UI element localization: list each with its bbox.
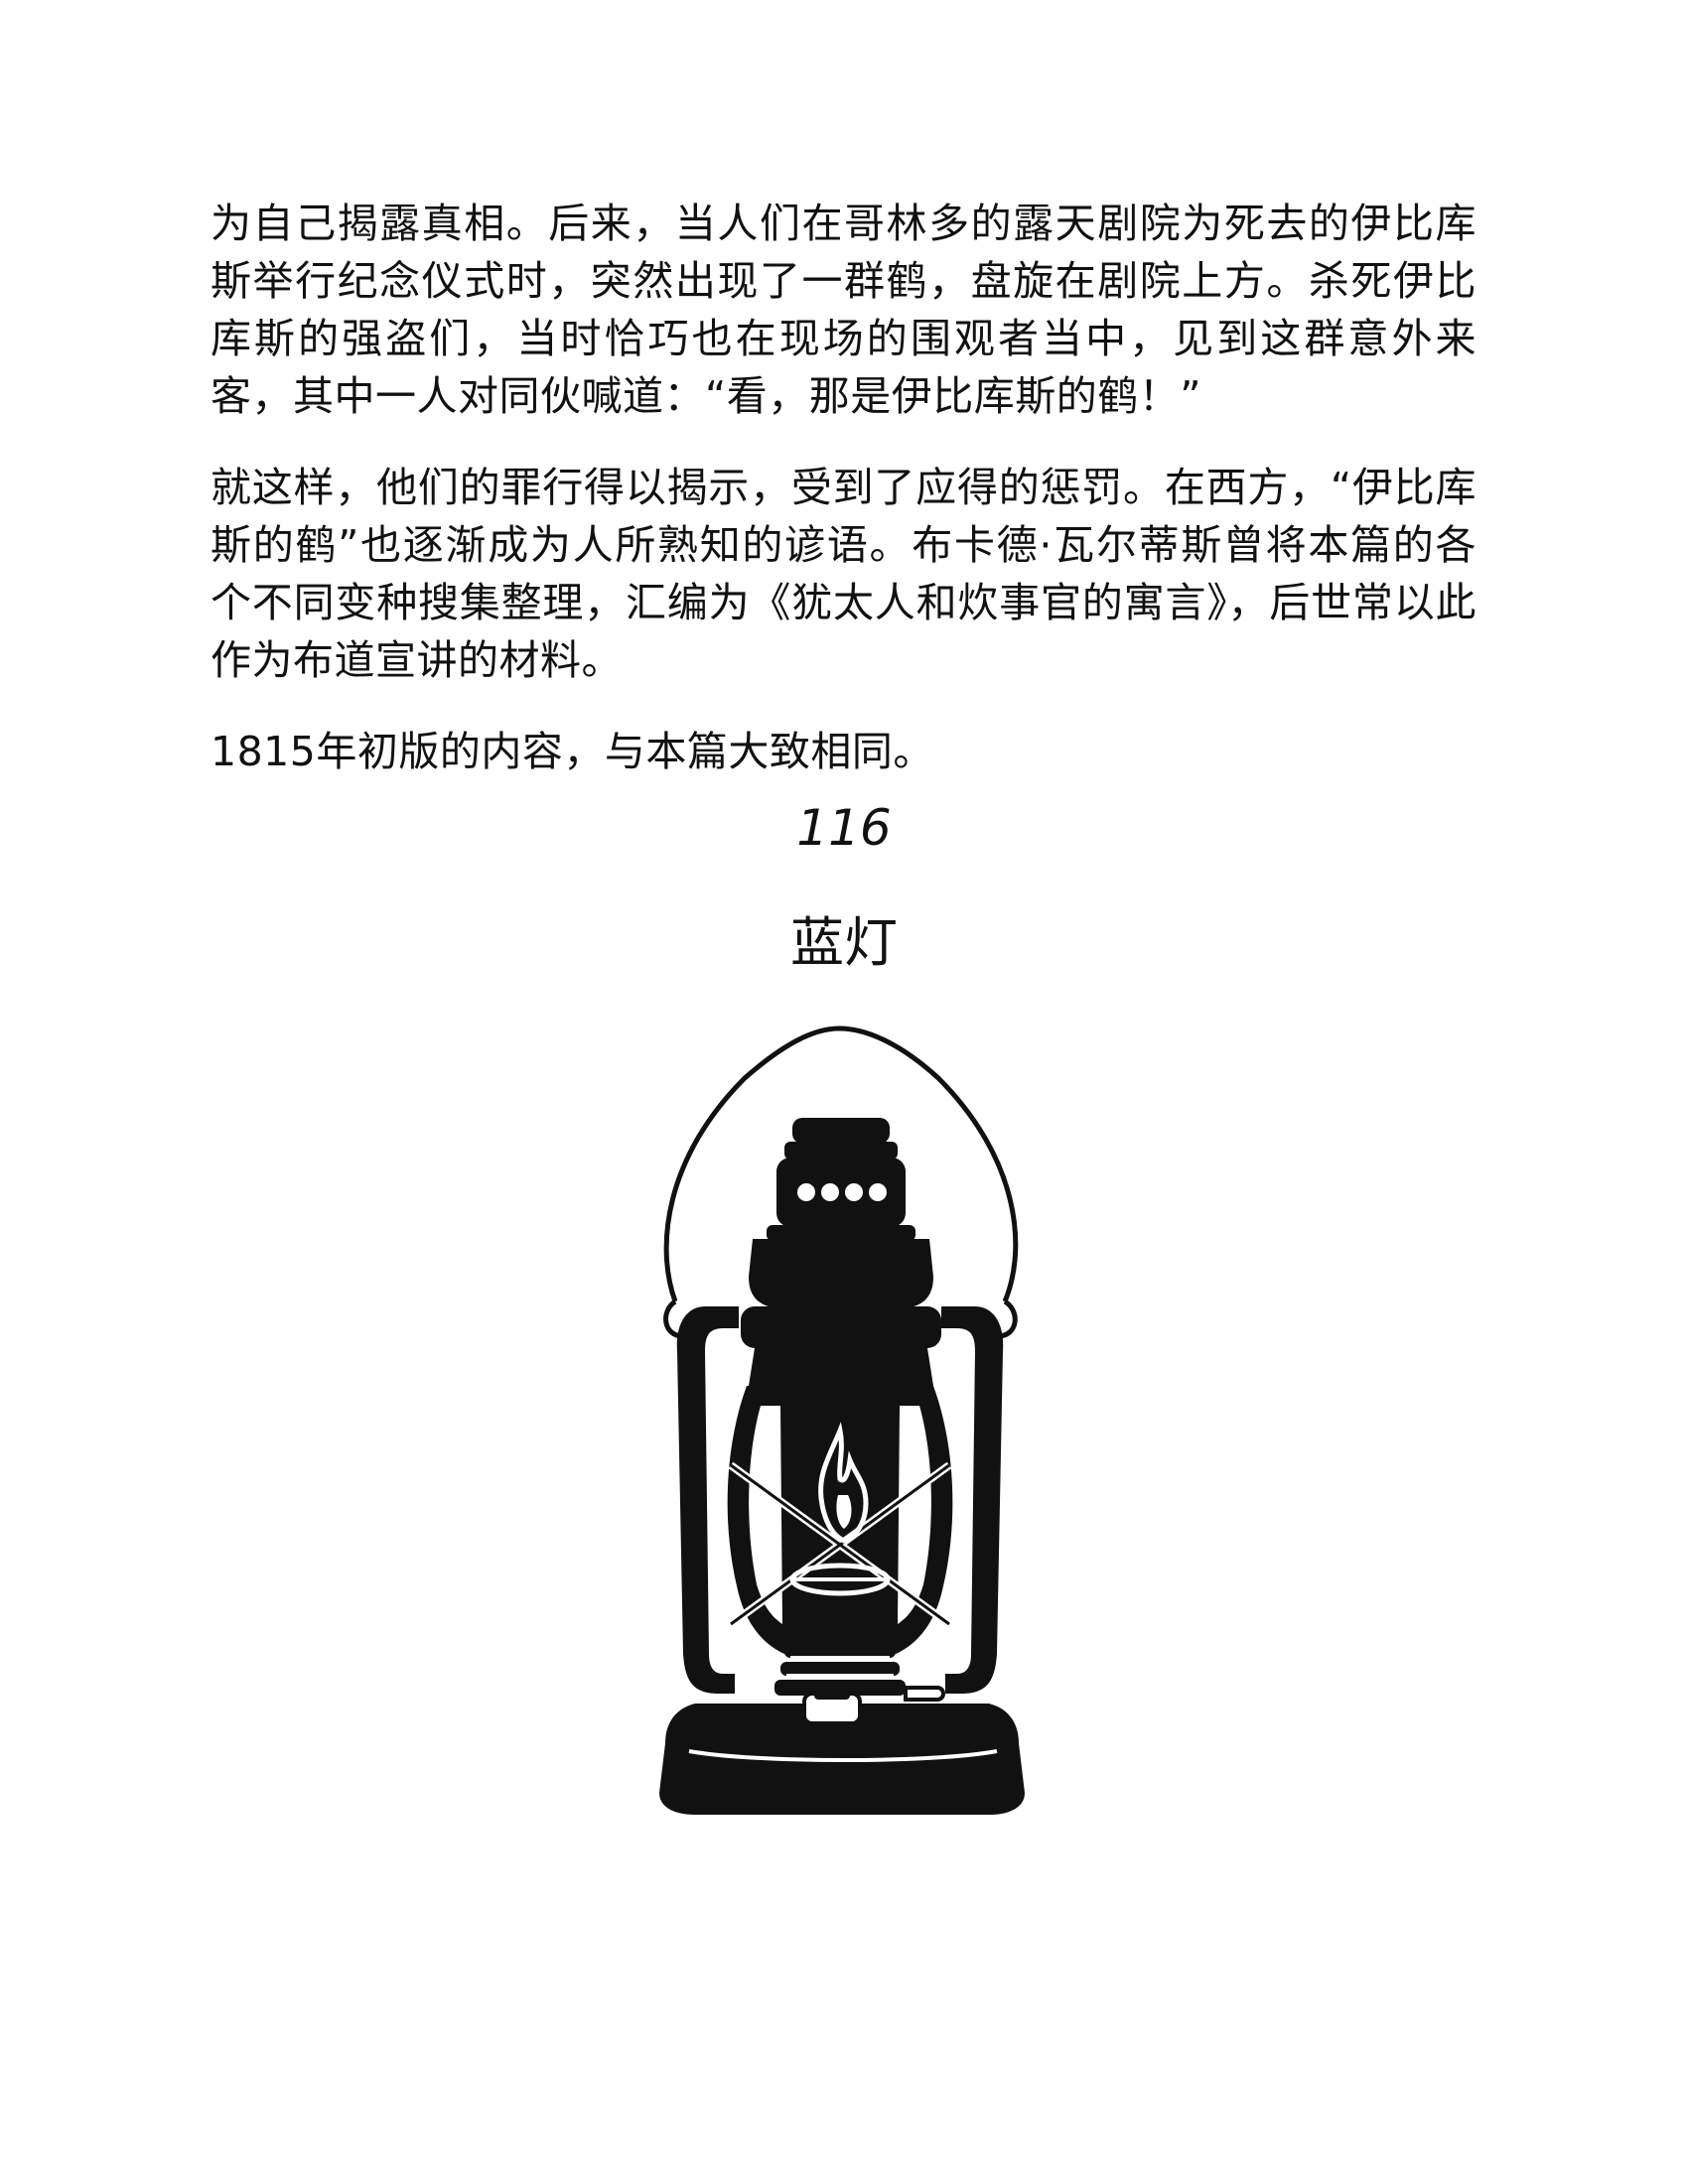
lantern-frame-right: [941, 1306, 1004, 1694]
lantern-burner: [789, 1563, 891, 1596]
paragraph-1: 为自己揭露真相。后来，当人们在哥林多的露天剧院为死去的伊比库斯举行纪念仪式时，突…: [211, 200, 1477, 420]
paragraph-3: 1815年初版的内容，与本篇大致相同。: [211, 728, 934, 775]
lantern-flame: [818, 1422, 869, 1544]
lantern-vent: [776, 1158, 906, 1227]
oil-lantern-icon: [659, 1025, 1025, 1815]
chapter-number: 116: [796, 799, 892, 857]
lantern-wick-knob: [904, 1686, 945, 1702]
lantern-handle: [663, 1025, 1019, 1302]
body-text: 为自己揭露真相。后来，当人们在哥林多的露天剧院为死去的伊比库斯举行纪念仪式时，突…: [211, 195, 1477, 780]
lantern-crown: [749, 1239, 933, 1308]
lantern-cap-top: [792, 1118, 890, 1144]
chapter-title: 蓝灯: [790, 911, 898, 974]
paragraph-2: 就这样，他们的罪行得以揭示，受到了应得的惩罚。在西方，“伊比库斯的鹤”也逐渐成为…: [211, 464, 1477, 684]
lantern-frame-left: [676, 1306, 739, 1694]
